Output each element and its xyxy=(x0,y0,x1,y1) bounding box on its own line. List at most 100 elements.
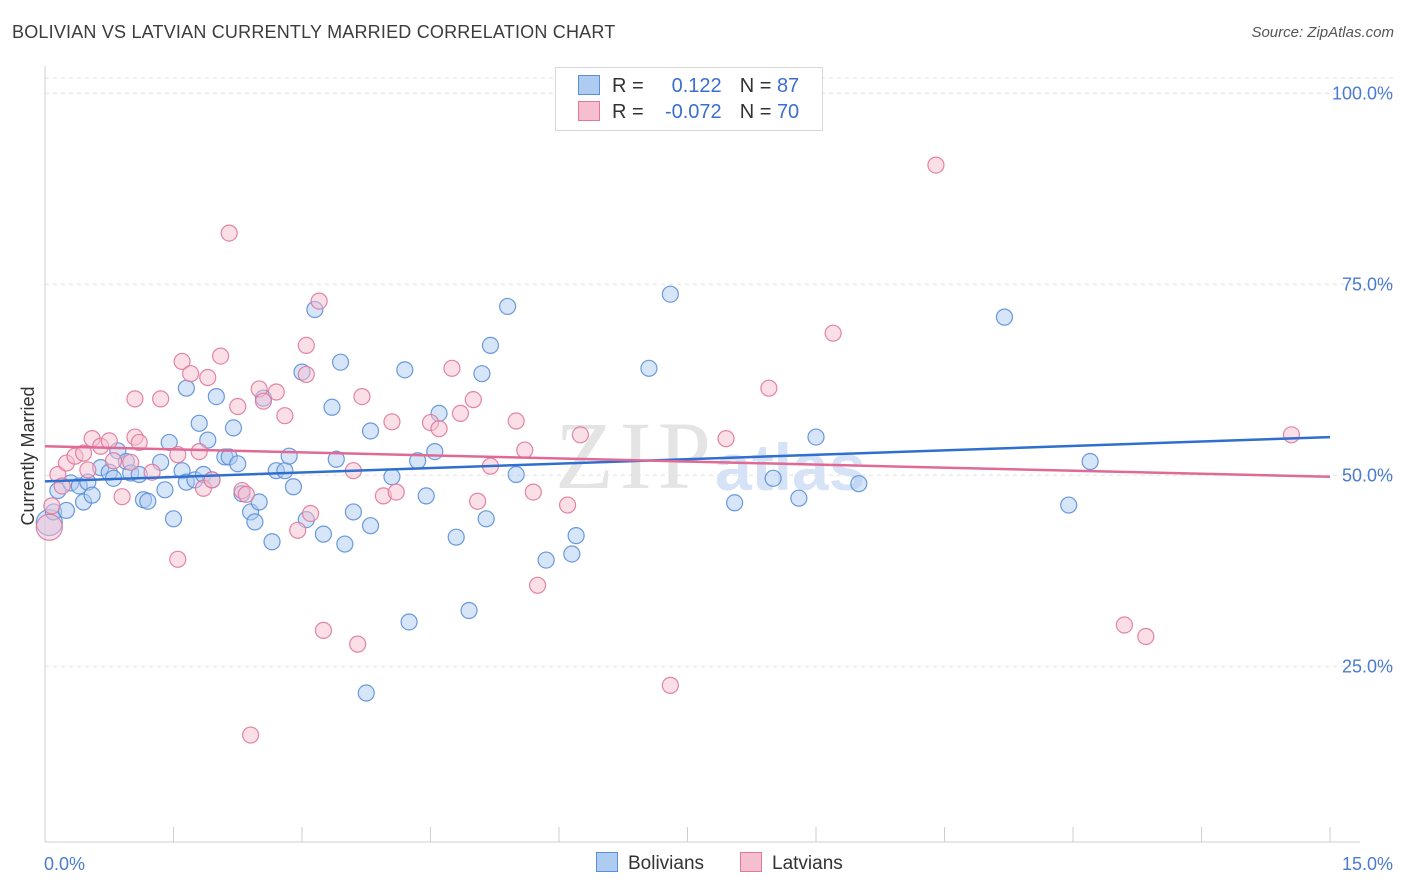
legend-swatch-latvians xyxy=(578,101,600,121)
point-latvians xyxy=(237,485,255,503)
point-latvians xyxy=(571,426,590,444)
point-bolivians xyxy=(726,494,744,512)
point-latvians xyxy=(464,391,482,409)
legend-row-bolivians: R = 0.122 N = 87 xyxy=(578,75,799,99)
point-bolivians xyxy=(250,493,268,511)
point-latvians xyxy=(35,513,63,541)
watermark-atlas: atlas xyxy=(715,430,865,504)
legend-r-label: R = xyxy=(612,75,644,97)
point-latvians xyxy=(558,496,577,514)
point-latvians xyxy=(430,420,448,438)
point-bolivians xyxy=(276,462,294,480)
point-bolivians xyxy=(57,501,76,520)
point-bolivians xyxy=(344,503,362,521)
trend-lines xyxy=(44,435,1331,483)
point-bolivians xyxy=(1081,452,1099,471)
point-bolivians xyxy=(499,297,517,316)
point-bolivians xyxy=(190,414,208,432)
point-latvians xyxy=(267,383,285,401)
point-latvians xyxy=(516,441,534,459)
point-bolivians xyxy=(156,481,174,499)
point-latvians xyxy=(182,365,200,383)
legend-n-label: N = xyxy=(739,101,772,123)
point-bolivians xyxy=(229,455,247,473)
point-latvians xyxy=(113,488,131,506)
point-bolivians xyxy=(1060,496,1078,514)
chart-title: BOLIVIAN VS LATVIAN CURRENTLY MARRIED CO… xyxy=(12,22,616,42)
point-bolivians xyxy=(331,353,350,371)
point-latvians xyxy=(229,397,247,416)
bottom-legend-latvians: Latvians xyxy=(740,852,843,875)
point-bolivians xyxy=(481,336,500,354)
point-bolivians xyxy=(507,465,525,484)
point-latvians xyxy=(74,444,93,462)
point-latvians xyxy=(469,492,487,510)
point-bolivians xyxy=(477,510,495,528)
point-bolivians xyxy=(417,487,435,505)
point-bolivians xyxy=(400,613,418,631)
point-latvians xyxy=(242,726,260,744)
point-bolivians xyxy=(361,517,380,535)
point-bolivians xyxy=(447,528,465,546)
point-latvians xyxy=(169,550,187,568)
legend-n-value: 70 xyxy=(776,101,800,123)
bottom-legend-swatch-latvians xyxy=(740,852,762,872)
point-bolivians xyxy=(139,492,157,510)
point-bolivians xyxy=(207,387,225,406)
point-bolivians xyxy=(460,601,478,620)
watermark-zip: ZIP xyxy=(555,402,717,509)
data-points xyxy=(35,156,1301,744)
point-latvians xyxy=(451,404,470,422)
point-latvians xyxy=(824,324,842,342)
legend-row-latvians: R = -0.072 N = 70 xyxy=(578,101,799,125)
point-bolivians xyxy=(383,468,401,486)
point-bolivians xyxy=(327,450,345,468)
legend-swatch-bolivians xyxy=(578,75,600,95)
point-latvians xyxy=(1115,616,1134,634)
point-latvians xyxy=(301,504,320,523)
point-latvians xyxy=(507,412,525,430)
point-latvians xyxy=(717,430,735,448)
point-latvians xyxy=(43,497,61,515)
point-bolivians xyxy=(224,419,243,437)
point-bolivians xyxy=(199,431,217,449)
point-bolivians xyxy=(280,447,298,465)
trend-line-latvians xyxy=(44,444,1331,479)
point-bolivians xyxy=(357,684,375,702)
point-bolivians xyxy=(790,489,808,507)
point-bolivians xyxy=(246,513,264,531)
axes xyxy=(44,66,1360,843)
point-bolivians xyxy=(567,527,585,545)
point-bolivians xyxy=(164,510,183,528)
point-bolivians xyxy=(640,359,658,377)
point-latvians xyxy=(314,621,333,639)
y-tick-label: 100.0% xyxy=(1332,83,1393,103)
point-latvians xyxy=(152,390,170,408)
point-latvians xyxy=(130,433,148,452)
point-latvians xyxy=(289,521,307,539)
y-tick-label: 50.0% xyxy=(1342,465,1393,485)
point-latvians xyxy=(661,676,679,694)
chart-source: Source: ZipAtlas.com xyxy=(1251,24,1394,41)
point-latvians xyxy=(349,635,367,653)
x-tick-label: 15.0% xyxy=(1342,854,1393,874)
point-bolivians xyxy=(764,469,782,487)
point-latvians xyxy=(528,576,547,594)
point-latvians xyxy=(126,390,144,408)
legend-r-value: 0.122 xyxy=(671,75,722,97)
point-bolivians xyxy=(850,475,868,493)
point-bolivians xyxy=(473,365,491,383)
point-bolivians xyxy=(314,525,333,543)
point-bolivians xyxy=(995,308,1014,326)
point-latvians xyxy=(254,392,273,410)
bottom-legend-bolivians: Bolivians xyxy=(596,852,704,875)
point-bolivians xyxy=(361,422,380,440)
point-latvians xyxy=(443,359,461,377)
legend-r-value: -0.072 xyxy=(664,101,722,123)
legend-n-label: N = xyxy=(739,75,772,97)
point-latvians xyxy=(1137,627,1155,646)
point-latvians xyxy=(104,452,123,470)
point-latvians xyxy=(190,442,208,461)
bottom-legend-label: Bolivians xyxy=(628,853,705,874)
y-axis-label: Currently Married xyxy=(18,386,38,525)
